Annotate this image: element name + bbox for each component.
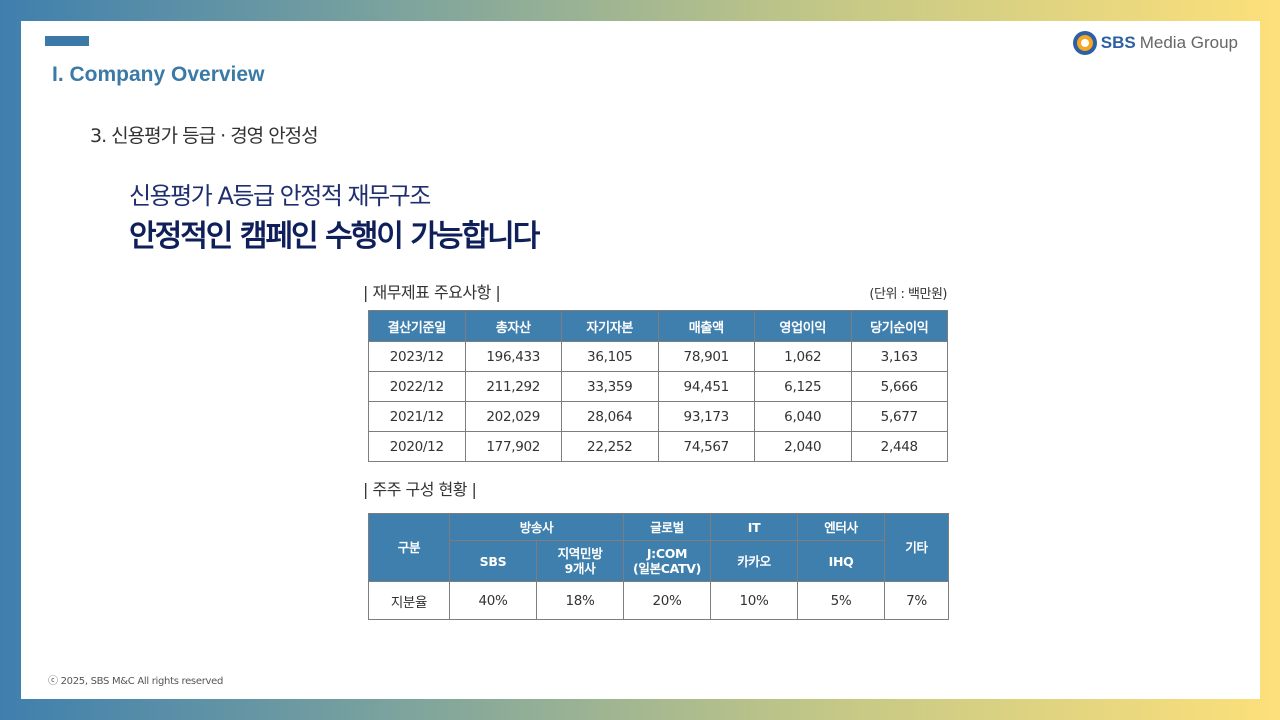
group-it: IT	[710, 513, 799, 541]
col-header: 결산기준일	[368, 310, 466, 342]
logo-brand: SBS	[1100, 33, 1136, 52]
jcom-line1: J:COM	[646, 546, 688, 561]
unit-note: (단위 : 백만원)	[869, 287, 947, 302]
accent-bar	[45, 36, 89, 46]
table-cell: 40%	[449, 581, 537, 620]
table-cell: 202,029	[464, 401, 562, 432]
table-cell: 93,173	[657, 401, 755, 432]
table-cell: 2,448	[850, 431, 948, 462]
kakao-header: 카카오	[710, 540, 799, 582]
table-cell: 196,433	[464, 341, 562, 372]
table-cell: 6,040	[754, 401, 852, 432]
table-cell: 2021/12	[368, 401, 466, 432]
table-cell: 22,252	[561, 431, 659, 462]
regional-header: 지역민방 9개사	[535, 540, 625, 582]
table-cell: 2023/12	[368, 341, 466, 372]
col-header: 영업이익	[754, 310, 852, 342]
table-cell: 5,677	[850, 401, 948, 432]
label-col-header: 구분	[368, 513, 450, 582]
sbs-logo-icon	[1072, 31, 1097, 55]
table-cell: 5,666	[850, 371, 948, 402]
regional-line2: 9개사	[564, 561, 596, 576]
headline-line1: 신용평가 A등급 안정적 재무구조	[129, 182, 431, 210]
section-title: I. Company Overview	[52, 63, 265, 86]
company-logo: SBS Media Group	[1072, 31, 1238, 55]
table-cell: 3,163	[850, 341, 948, 372]
financial-caption: | 재무제표 주요사항 |	[363, 283, 501, 302]
slide: I. Company Overview SBS Media Group 3. 신용…	[21, 21, 1260, 699]
table-cell: 6,125	[754, 371, 852, 402]
table-cell: 5%	[797, 581, 886, 620]
headline-line2: 안정적인 캠페인 수행이 가능합니다	[129, 219, 540, 254]
table-cell: 1,062	[754, 341, 852, 372]
jcom-header: J:COM (일본CATV)	[623, 540, 712, 582]
table-cell: 7%	[884, 581, 950, 620]
other-header: 기타	[884, 513, 950, 582]
regional-line1: 지역민방	[557, 546, 603, 561]
logo-suffix: Media Group	[1139, 33, 1238, 52]
financial-header-row: 결산기준일 총자산 자기자본 매출액 영업이익 당기순이익	[368, 310, 948, 342]
col-header: 총자산	[464, 310, 562, 342]
table-row: 2023/12 196,433 36,105 78,901 1,062 3,16…	[368, 341, 948, 372]
group-broadcast: 방송사	[448, 513, 625, 541]
table-cell: 94,451	[657, 371, 755, 402]
shareholder-table: 구분 방송사 글로벌 IT 엔터사 기타 SBS 지역민방 9개사 J:COM …	[368, 513, 950, 620]
table-cell: 2,040	[754, 431, 852, 462]
table-cell: 33,359	[561, 371, 659, 402]
sbs-header: SBS	[449, 540, 537, 582]
table-cell: 18%	[535, 581, 625, 620]
table-cell: 2020/12	[368, 431, 466, 462]
table-row: 2022/12 211,292 33,359 94,451 6,125 5,66…	[368, 371, 948, 402]
col-header: 자기자본	[561, 310, 659, 342]
col-header: 매출액	[657, 310, 755, 342]
table-row: 2020/12 177,902 22,252 74,567 2,040 2,44…	[368, 431, 948, 462]
shareholder-name-row: SBS 지역민방 9개사 J:COM (일본CATV) 카카오 IHQ	[369, 540, 949, 582]
financial-table: 결산기준일 총자산 자기자본 매출액 영업이익 당기순이익 2023/12 19…	[368, 310, 948, 462]
table-cell: 36,105	[561, 341, 659, 372]
subsection-title: 3. 신용평가 등급 · 경영 안정성	[90, 125, 319, 147]
table-cell: 20%	[623, 581, 712, 620]
ihq-header: IHQ	[797, 540, 886, 582]
group-global: 글로벌	[623, 513, 712, 541]
table-cell: 2022/12	[368, 371, 466, 402]
table-cell: 74,567	[657, 431, 755, 462]
table-cell: 10%	[710, 581, 799, 620]
shareholder-caption: | 주주 구성 현황 |	[363, 480, 477, 499]
group-entertainment: 엔터사	[797, 513, 886, 541]
row-label: 지분율	[368, 581, 450, 620]
shareholder-group-row: 구분 방송사 글로벌 IT 엔터사 기타	[368, 513, 950, 582]
copyright-footer: ⓒ 2025, SBS M&C All rights reserved	[48, 676, 224, 687]
col-header: 당기순이익	[850, 310, 948, 342]
table-row: 2021/12 202,029 28,064 93,173 6,040 5,67…	[368, 401, 948, 432]
table-row: 지분율 40% 18% 20% 10% 5% 7%	[368, 581, 950, 620]
table-cell: 78,901	[657, 341, 755, 372]
table-cell: 28,064	[561, 401, 659, 432]
jcom-line2: (일본CATV)	[632, 561, 702, 576]
table-cell: 211,292	[464, 371, 562, 402]
logo-text: SBS Media Group	[1101, 33, 1238, 53]
table-cell: 177,902	[464, 431, 562, 462]
